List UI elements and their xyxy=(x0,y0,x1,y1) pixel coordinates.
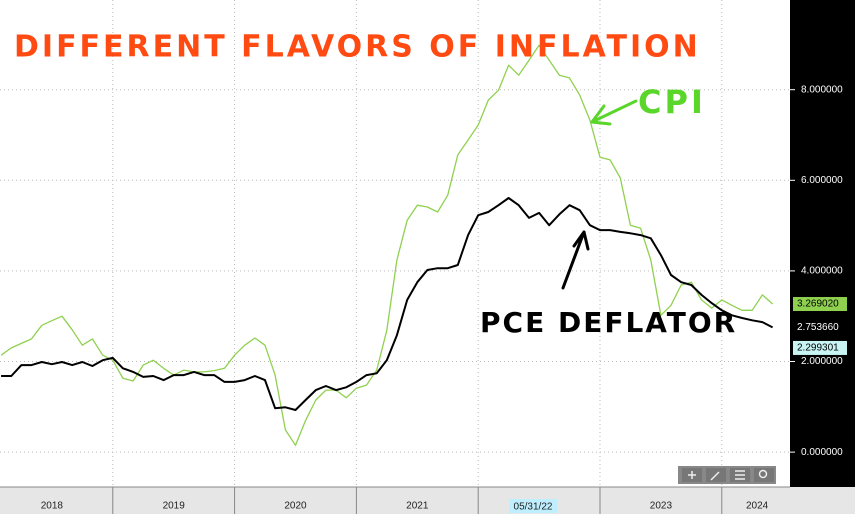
y-tick-label: 8.000000 xyxy=(801,84,843,95)
y-tick-label: 4.000000 xyxy=(801,266,843,277)
pce-annotation: PCE DEFLATOR xyxy=(480,306,737,339)
x-tick-label: 2024 xyxy=(746,501,769,512)
zoom-icon xyxy=(758,469,768,479)
right-axis-panel xyxy=(790,0,855,487)
cursor-label: 05/31/22 xyxy=(514,502,553,513)
x-axis-panel xyxy=(0,487,855,514)
value-marker-label: 3.269020 xyxy=(797,299,839,310)
value-marker-bg xyxy=(793,297,847,312)
chart-title: DIFFERENT FLAVORS OF INFLATION xyxy=(14,30,701,65)
cursor-label-bg xyxy=(509,499,558,513)
labels: 0.000000 2.000000 4.000000 6.000000 8.000000… xyxy=(41,84,847,514)
series-line xyxy=(0,44,774,446)
pce-arrow xyxy=(561,230,590,290)
value-marker-bg xyxy=(793,320,847,335)
y-tick-label: 6.000000 xyxy=(801,175,843,186)
toolbar-icons xyxy=(688,470,745,481)
x-tick-label: 2021 xyxy=(406,501,429,512)
toolbar[interactable] xyxy=(678,466,776,484)
series-line xyxy=(1,197,774,411)
x-tick-label: 2018 xyxy=(41,501,64,512)
cpi-annotation: CPI xyxy=(638,83,706,121)
cpi-arrow xyxy=(590,99,638,126)
toolbar-bg xyxy=(678,466,776,484)
x-tick-label: 2023 xyxy=(650,501,673,512)
value-marker-label: 2.299301 xyxy=(797,343,839,354)
y-tick-label: 2.000000 xyxy=(801,356,843,367)
value-marker-bg xyxy=(793,340,847,355)
x-tick-label: 2019 xyxy=(163,501,186,512)
value-marker-label: 2.753660 xyxy=(797,322,839,333)
lines xyxy=(0,44,774,446)
zoom-button[interactable] xyxy=(754,468,774,482)
x-tick-label: 2020 xyxy=(284,501,307,512)
y-tick-label: 0.000000 xyxy=(801,447,843,458)
plot-area xyxy=(0,0,790,487)
